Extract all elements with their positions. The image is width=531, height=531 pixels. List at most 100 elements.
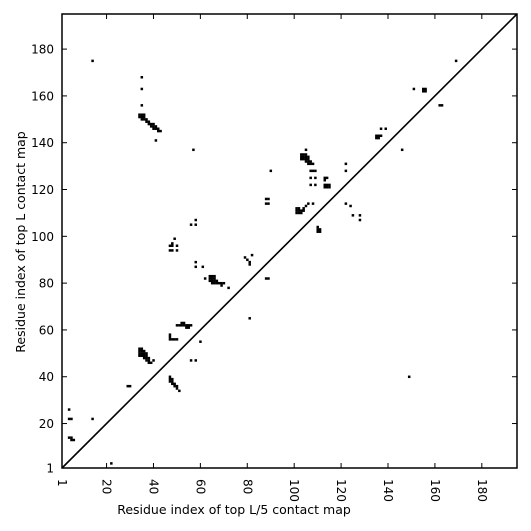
x-tick-label: 120: [334, 479, 348, 502]
y-tick-label: 180: [31, 43, 54, 57]
contact-point: [149, 125, 153, 128]
contact-point: [424, 90, 427, 93]
contact-point: [316, 230, 319, 233]
contact-point: [349, 204, 352, 208]
contact-point: [140, 347, 144, 350]
contact-point: [140, 113, 144, 116]
x-tick-label: 140: [381, 479, 395, 502]
contact-point: [168, 335, 172, 339]
contact-point: [168, 338, 172, 341]
contact-point: [140, 115, 144, 119]
contact-point: [194, 359, 198, 362]
contact-point: [142, 115, 146, 119]
contact-point: [422, 90, 425, 93]
contact-point: [145, 352, 148, 355]
contact-point: [295, 207, 298, 210]
contact-point: [91, 59, 94, 63]
contact-point: [375, 136, 378, 140]
contact-point: [213, 281, 216, 285]
contact-point: [295, 211, 298, 215]
contact-points: [67, 59, 458, 465]
x-axis-title: Residue index of top L/5 contact map: [117, 502, 351, 517]
contact-point: [227, 286, 230, 290]
contact-point: [168, 380, 172, 383]
contact-point: [454, 59, 458, 63]
contact-point: [145, 359, 148, 362]
contact-point: [300, 209, 303, 212]
contact-point: [215, 281, 219, 285]
contact-point: [67, 436, 71, 439]
contact-point: [220, 281, 223, 285]
contact-point: [185, 326, 188, 329]
contact-point: [309, 169, 312, 173]
contact-point: [154, 125, 158, 128]
y-tick-label: 40: [39, 370, 54, 384]
contact-point: [297, 211, 301, 215]
contact-point: [304, 153, 308, 156]
contact-point: [189, 324, 193, 327]
contact-point: [358, 218, 362, 222]
contact-point: [203, 277, 207, 280]
contact-point: [140, 118, 144, 121]
contact-point: [314, 169, 317, 173]
contact-point: [138, 354, 141, 357]
contact-point: [182, 324, 186, 327]
contact-point: [300, 157, 303, 161]
contact-point: [142, 349, 146, 353]
y-tick-label: 100: [31, 230, 54, 244]
contact-point: [248, 260, 251, 264]
y-tick-label: 80: [39, 277, 54, 291]
contact-point: [307, 157, 310, 161]
y-axis-title: Residue index of top L contact map: [13, 131, 28, 352]
contact-point: [173, 338, 176, 341]
contact-point: [138, 347, 141, 350]
contact-point: [344, 202, 348, 205]
contact-point: [344, 169, 348, 173]
contact-point: [173, 237, 176, 240]
contact-point: [304, 204, 308, 208]
contact-point: [307, 155, 310, 159]
contact-point: [201, 265, 205, 269]
contact-point: [358, 214, 362, 217]
contact-point: [318, 230, 322, 233]
contact-point: [189, 359, 193, 362]
contact-point: [264, 202, 268, 205]
contact-point: [180, 321, 183, 325]
x-tick-label: 20: [100, 479, 114, 494]
contact-point: [323, 183, 327, 187]
contact-point: [173, 384, 176, 388]
contact-point: [145, 118, 148, 121]
contact-point: [149, 122, 153, 126]
contact-point: [147, 359, 151, 362]
contact-point: [210, 279, 214, 283]
contact-point: [375, 134, 378, 138]
contact-point: [325, 183, 329, 187]
contact-point: [379, 134, 383, 138]
contact-point: [138, 352, 141, 355]
contact-point: [159, 129, 162, 133]
contact-point: [175, 384, 179, 388]
contact-point: [328, 183, 331, 187]
contact-point: [140, 104, 144, 107]
contact-point: [213, 279, 216, 283]
contact-point: [295, 209, 298, 212]
contact-point: [142, 354, 146, 357]
contact-point: [185, 324, 188, 327]
contact-point: [304, 157, 308, 161]
contact-point: [168, 333, 172, 336]
contact-point: [208, 279, 212, 283]
contact-point: [264, 197, 268, 201]
contact-point: [171, 249, 174, 252]
contact-point: [138, 115, 141, 119]
contact-point: [145, 120, 148, 123]
contact-point: [142, 118, 146, 121]
y-tick-label: 120: [31, 183, 54, 197]
contact-point: [438, 104, 441, 107]
contact-point: [424, 87, 427, 91]
contact-point: [180, 324, 183, 327]
contact-point: [250, 253, 254, 257]
contact-point: [152, 359, 155, 362]
contact-point: [171, 244, 174, 247]
contact-point: [171, 380, 174, 383]
